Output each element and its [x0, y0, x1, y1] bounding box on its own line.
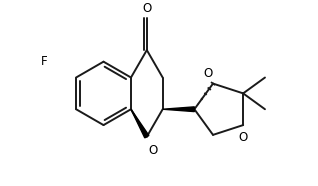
Text: O: O	[148, 144, 157, 157]
Text: F: F	[40, 55, 47, 68]
Text: O: O	[142, 1, 151, 15]
Polygon shape	[163, 107, 194, 112]
Text: O: O	[204, 67, 213, 80]
Text: O: O	[238, 131, 248, 144]
Polygon shape	[131, 109, 149, 138]
